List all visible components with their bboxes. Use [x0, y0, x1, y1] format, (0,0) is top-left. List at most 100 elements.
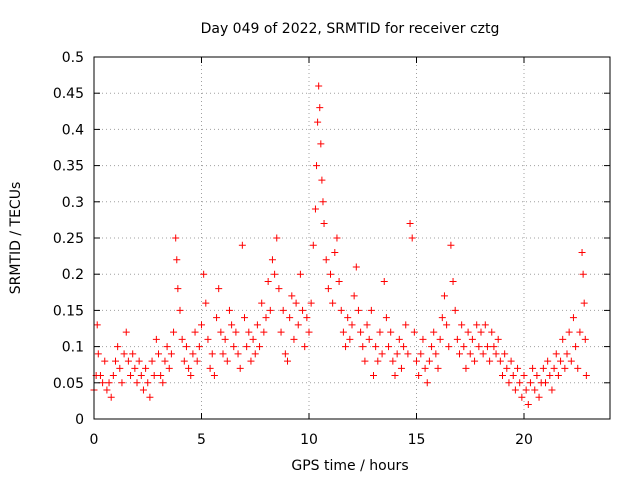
- data-point: [447, 241, 455, 249]
- y-tick-label: 0.15: [53, 303, 84, 319]
- data-point: [324, 285, 332, 293]
- data-point: [109, 372, 117, 380]
- data-point: [552, 350, 560, 358]
- data-point: [466, 350, 474, 358]
- data-point: [94, 350, 102, 358]
- data-point: [352, 263, 360, 271]
- data-point: [223, 357, 231, 365]
- data-point: [114, 343, 122, 351]
- data-point: [101, 357, 109, 365]
- data-point: [93, 321, 101, 329]
- data-point: [307, 299, 315, 307]
- y-axis-label: SRMTID / TECUs: [8, 182, 24, 295]
- data-point: [150, 372, 158, 380]
- data-point: [488, 328, 496, 336]
- data-point: [404, 350, 412, 358]
- data-point: [367, 306, 375, 314]
- data-point: [473, 321, 481, 329]
- data-point: [554, 372, 562, 380]
- data-point: [137, 372, 145, 380]
- data-point: [434, 364, 442, 372]
- data-point: [376, 328, 384, 336]
- data-point: [208, 350, 216, 358]
- data-point: [309, 241, 317, 249]
- data-point: [296, 270, 304, 278]
- data-point: [215, 285, 223, 293]
- x-tick-label: 5: [197, 432, 206, 448]
- data-point: [176, 306, 184, 314]
- data-point: [520, 372, 528, 380]
- data-point: [535, 393, 543, 401]
- data-point: [436, 335, 444, 343]
- data-point: [202, 299, 210, 307]
- data-point: [445, 343, 453, 351]
- data-point: [425, 357, 433, 365]
- data-point: [271, 270, 279, 278]
- data-point: [159, 379, 167, 387]
- data-point: [402, 321, 410, 329]
- data-point: [204, 335, 212, 343]
- data-point: [234, 350, 242, 358]
- data-points: [90, 82, 590, 409]
- data-point: [344, 314, 352, 322]
- data-point: [275, 285, 283, 293]
- data-point: [180, 357, 188, 365]
- data-point: [565, 328, 573, 336]
- data-point: [253, 321, 261, 329]
- data-point: [329, 299, 337, 307]
- data-point: [354, 306, 362, 314]
- data-point: [458, 321, 466, 329]
- y-tick-labels: 0 0.05 0.1 0.15 0.2 0.25 0.3 0.35 0.4 0.45 0.5: [53, 50, 84, 428]
- data-point: [578, 248, 586, 256]
- data-point: [333, 234, 341, 242]
- data-point: [294, 321, 302, 329]
- data-point: [228, 321, 236, 329]
- data-point: [284, 357, 291, 365]
- data-point: [514, 364, 522, 372]
- axis-ticks: [93, 56, 610, 420]
- data-point: [526, 379, 534, 387]
- data-point: [142, 364, 150, 372]
- data-point: [322, 256, 330, 264]
- data-point: [258, 299, 266, 307]
- data-point: [167, 350, 175, 358]
- data-point: [317, 140, 325, 148]
- data-point: [423, 379, 431, 387]
- y-tick-label: 0.3: [62, 195, 84, 211]
- data-point: [453, 335, 461, 343]
- data-point: [103, 386, 111, 394]
- data-point: [421, 364, 429, 372]
- data-point: [400, 343, 408, 351]
- data-point: [348, 321, 356, 329]
- data-point: [105, 379, 113, 387]
- data-point: [542, 379, 549, 387]
- data-point: [477, 328, 485, 336]
- data-point: [490, 343, 498, 351]
- data-point: [327, 270, 334, 278]
- data-point: [144, 379, 152, 387]
- y-tick-label: 0.2: [62, 267, 84, 283]
- y-tick-label: 0: [75, 412, 84, 428]
- data-point: [331, 248, 339, 256]
- data-point: [546, 372, 554, 380]
- data-point: [492, 350, 500, 358]
- data-point: [118, 379, 126, 387]
- data-point: [173, 256, 181, 264]
- data-point: [460, 343, 468, 351]
- data-point: [580, 299, 588, 307]
- data-point: [563, 350, 571, 358]
- data-point: [464, 328, 472, 336]
- data-point: [391, 372, 399, 380]
- data-point: [539, 364, 547, 372]
- data-point: [251, 350, 259, 358]
- data-point: [256, 343, 264, 351]
- y-tick-label: 0.45: [53, 86, 84, 102]
- data-point: [385, 343, 393, 351]
- data-point: [507, 357, 515, 365]
- data-point: [268, 256, 276, 264]
- data-point: [342, 343, 350, 351]
- data-point: [139, 386, 147, 394]
- data-point: [279, 306, 287, 314]
- data-point: [319, 198, 327, 206]
- data-point: [182, 343, 190, 351]
